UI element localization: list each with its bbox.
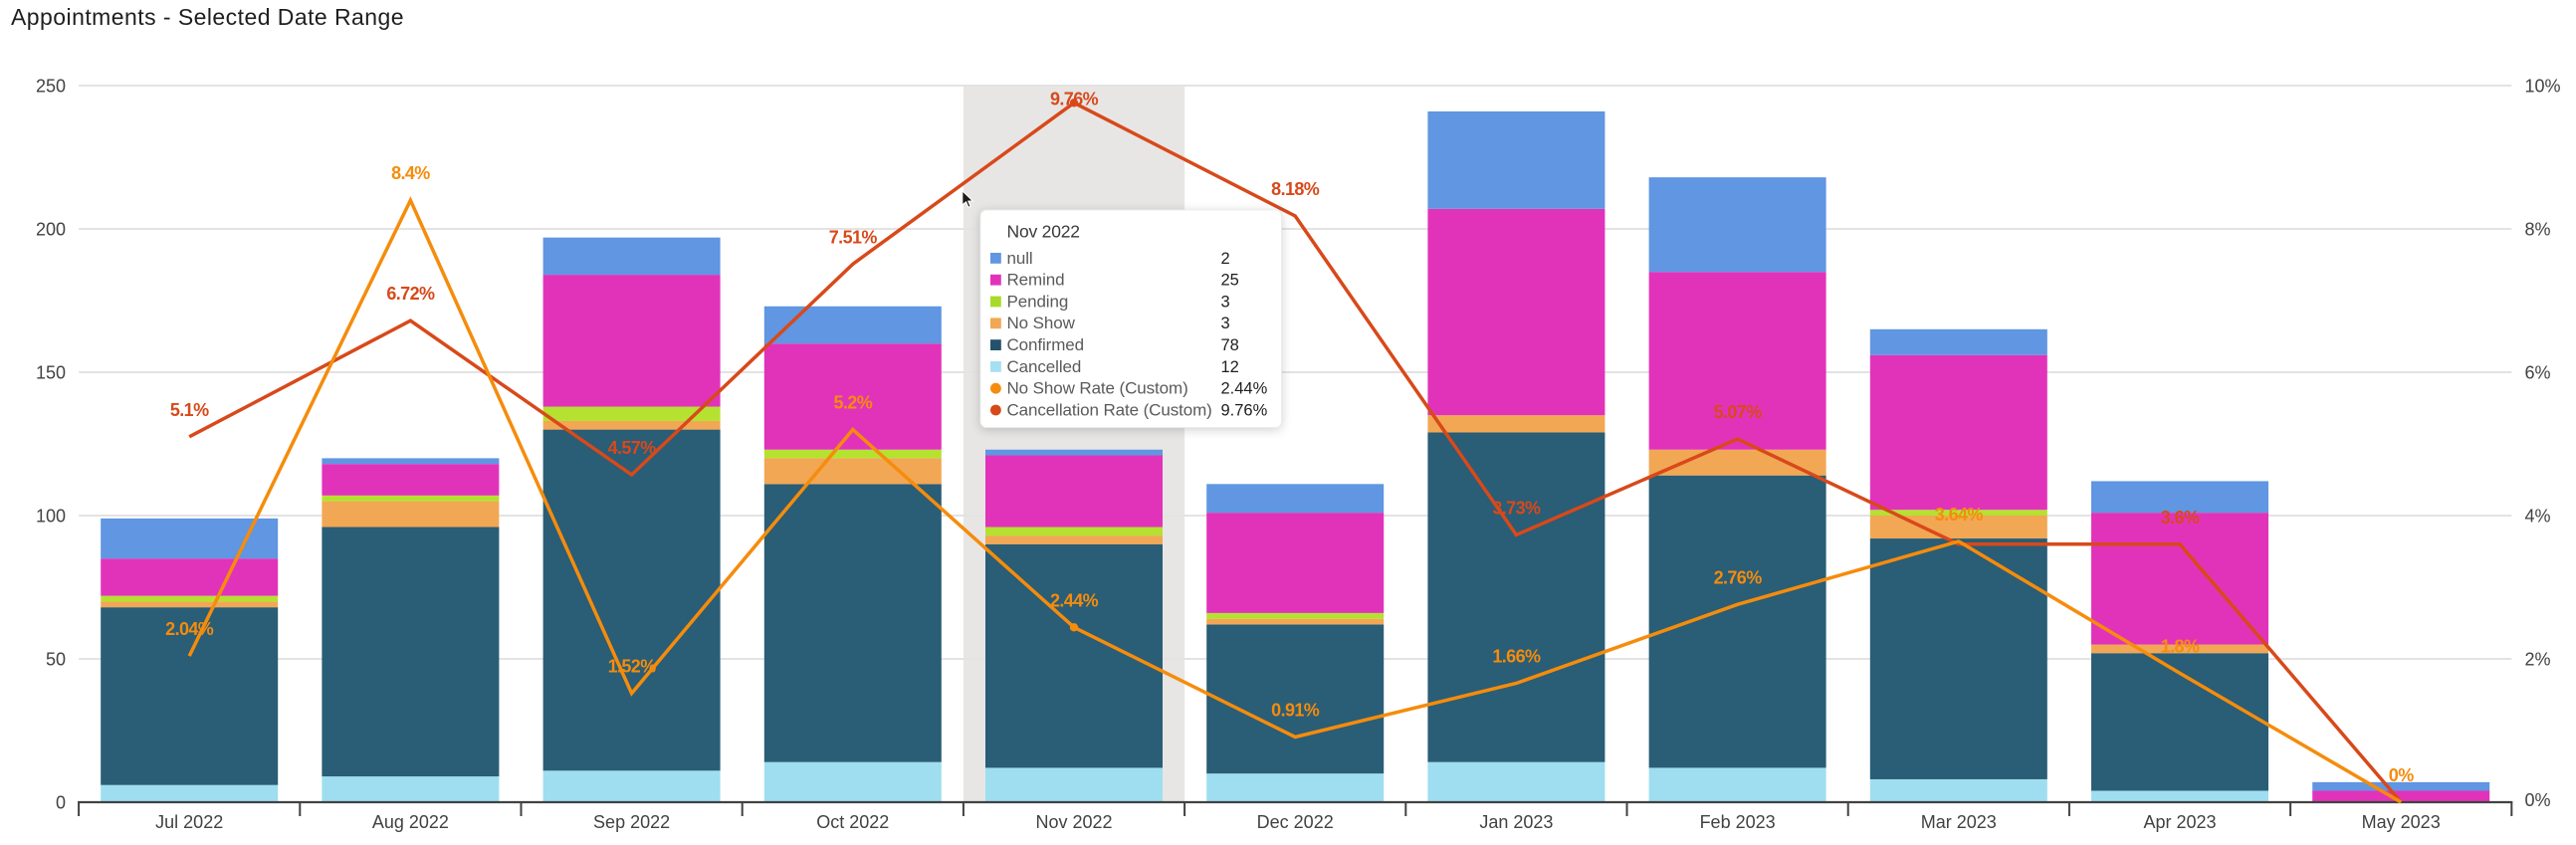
svg-text:6.72%: 6.72%	[386, 284, 435, 304]
svg-text:200: 200	[36, 220, 66, 240]
svg-text:Jan 2023: Jan 2023	[1479, 812, 1553, 832]
svg-text:0.91%: 0.91%	[1271, 701, 1320, 721]
svg-text:3.6%: 3.6%	[2161, 508, 2200, 528]
svg-text:12: 12	[1221, 358, 1239, 376]
svg-text:250: 250	[36, 77, 66, 97]
svg-text:4.57%: 4.57%	[608, 438, 657, 458]
svg-text:0: 0	[56, 793, 66, 813]
svg-text:100: 100	[36, 507, 66, 527]
svg-text:3: 3	[1221, 315, 1230, 332]
svg-text:2.44%: 2.44%	[1050, 590, 1099, 610]
svg-text:Feb 2023: Feb 2023	[1700, 812, 1776, 832]
svg-text:5.2%: 5.2%	[833, 393, 872, 413]
svg-text:2%: 2%	[2525, 650, 2551, 670]
svg-text:2.76%: 2.76%	[1714, 567, 1763, 587]
svg-text:Dec 2022: Dec 2022	[1257, 812, 1334, 832]
svg-text:Cancellation Rate (Custom): Cancellation Rate (Custom)	[1007, 400, 1212, 419]
svg-text:0%: 0%	[2389, 765, 2414, 785]
svg-text:8.4%: 8.4%	[391, 163, 430, 183]
svg-text:10%: 10%	[2525, 77, 2561, 97]
svg-text:Nov 2022: Nov 2022	[1035, 812, 1112, 832]
svg-text:8.18%: 8.18%	[1271, 179, 1320, 199]
svg-text:1.8%: 1.8%	[2161, 636, 2200, 656]
svg-text:Apr 2023: Apr 2023	[2143, 812, 2216, 832]
svg-text:Aug 2022: Aug 2022	[372, 812, 449, 832]
svg-text:78: 78	[1221, 336, 1239, 354]
svg-text:50: 50	[46, 650, 66, 670]
svg-text:5.07%: 5.07%	[1714, 402, 1763, 422]
svg-text:No Show Rate (Custom): No Show Rate (Custom)	[1007, 379, 1188, 398]
svg-text:2: 2	[1221, 250, 1230, 268]
svg-text:Appointments - Selected Date R: Appointments - Selected Date Range	[11, 4, 404, 30]
svg-text:Jul 2022: Jul 2022	[155, 812, 223, 832]
svg-text:4%: 4%	[2525, 507, 2551, 527]
svg-text:Nov 2022: Nov 2022	[1007, 222, 1080, 242]
svg-text:25: 25	[1221, 272, 1239, 290]
svg-text:9.76%: 9.76%	[1221, 401, 1268, 419]
svg-text:Remind: Remind	[1007, 271, 1065, 290]
svg-text:2.44%: 2.44%	[1221, 380, 1268, 398]
svg-text:150: 150	[36, 363, 66, 383]
svg-text:Pending: Pending	[1007, 292, 1069, 311]
svg-text:0%: 0%	[2525, 790, 2551, 810]
svg-text:1.52%: 1.52%	[608, 657, 657, 677]
svg-text:6%: 6%	[2525, 363, 2551, 383]
svg-text:3.64%: 3.64%	[1935, 505, 1984, 525]
svg-text:1.66%: 1.66%	[1492, 647, 1541, 667]
svg-text:Mar 2023: Mar 2023	[1921, 812, 1997, 832]
svg-text:May 2023: May 2023	[2362, 812, 2441, 832]
svg-text:3: 3	[1221, 293, 1230, 311]
svg-text:null: null	[1007, 249, 1033, 268]
svg-text:3.73%: 3.73%	[1492, 498, 1541, 518]
svg-text:8%: 8%	[2525, 220, 2551, 240]
svg-text:Cancelled: Cancelled	[1007, 357, 1082, 376]
svg-text:Sep 2022: Sep 2022	[593, 812, 670, 832]
svg-text:2.04%: 2.04%	[165, 619, 214, 639]
svg-text:7.51%: 7.51%	[829, 227, 878, 247]
svg-text:Oct 2022: Oct 2022	[816, 812, 889, 832]
svg-text:5.1%: 5.1%	[170, 400, 209, 420]
svg-text:No Show: No Show	[1007, 314, 1076, 332]
svg-text:Confirmed: Confirmed	[1007, 335, 1085, 354]
